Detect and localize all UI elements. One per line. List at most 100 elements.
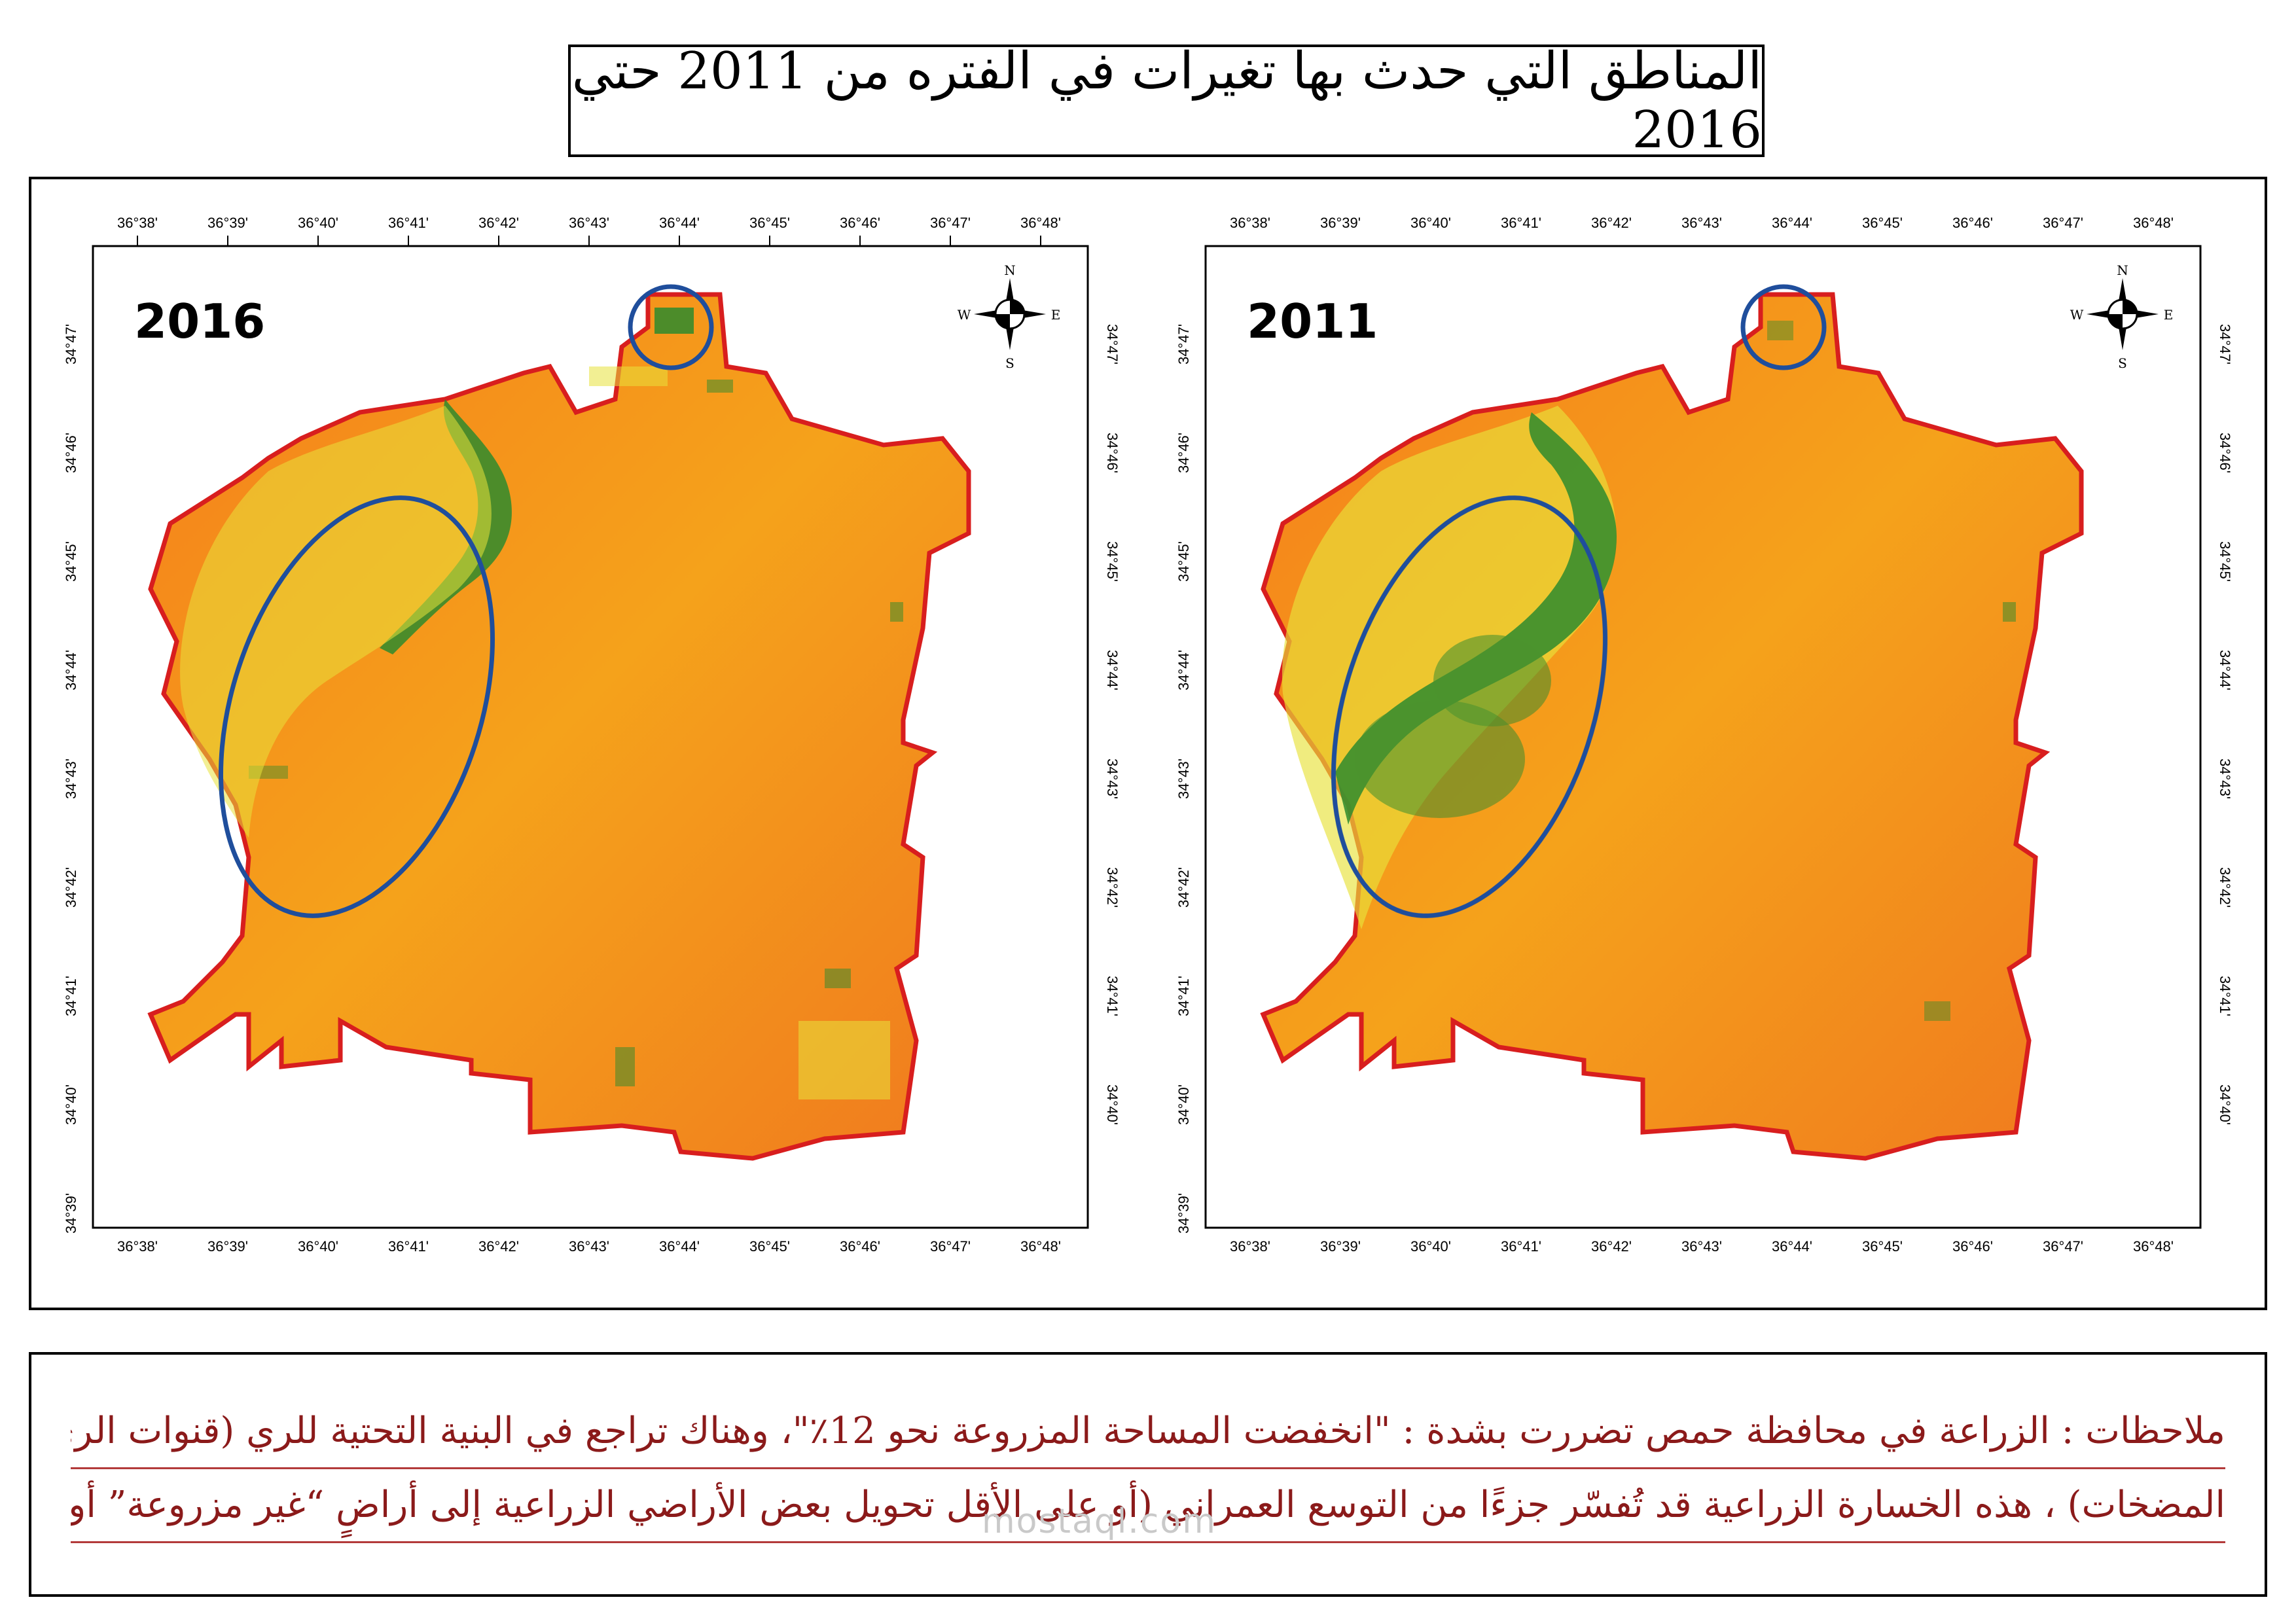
map-title: المناطق التي حدث بها تغيرات في الفتره من… [571, 42, 1762, 160]
lon-tick-bottom-9: 36°47' [2043, 1238, 2083, 1255]
lat-tick-right-0: 34°47' [2217, 324, 2233, 365]
notes-box: ملاحظات : الزراعة في محافظة حمص تضررت بش… [29, 1352, 2267, 1597]
lat-tick-left-3: 34°44' [63, 650, 79, 690]
lon-tick-top-9: 36°47' [2043, 215, 2083, 231]
lat-tick-right-0: 34°47' [1104, 324, 1121, 365]
north-label: N [1004, 262, 1016, 278]
maps-frame [29, 177, 2267, 1310]
lon-tick-bottom-0: 36°38' [117, 1238, 158, 1255]
map-panel-2011: 36°38' 36°39' 36°40' 36°41' 36°42' 36°43… [1165, 196, 2251, 1270]
lon-tick-top-0: 36°38' [117, 215, 158, 231]
lon-tick-top-10: 36°48' [1020, 215, 1061, 231]
lon-tick-top-4: 36°42' [1591, 215, 1632, 231]
lon-tick-bottom-6: 36°44' [1772, 1238, 1812, 1255]
lat-tick-left-5: 34°42' [1175, 867, 1192, 908]
lon-tick-top-0: 36°38' [1230, 215, 1270, 231]
lat-tick-left-2: 34°45' [63, 541, 79, 582]
notes-line-1: ملاحظات : الزراعة في محافظة حمص تضررت بش… [71, 1395, 2225, 1469]
lon-tick-bottom-7: 36°45' [1862, 1238, 1903, 1255]
lon-tick-bottom-8: 36°46' [1952, 1238, 1993, 1255]
lon-tick-bottom-7: 36°45' [749, 1238, 790, 1255]
year-label-2011: 2011 [1247, 294, 1378, 349]
lon-tick-bottom-5: 36°43' [569, 1238, 609, 1255]
lat-tick-left-2: 34°45' [1175, 541, 1192, 582]
lon-tick-bottom-0: 36°38' [1230, 1238, 1270, 1255]
lat-tick-left-4: 34°43' [63, 758, 79, 799]
lon-tick-bottom-6: 36°44' [659, 1238, 700, 1255]
lon-tick-top-1: 36°39' [207, 215, 248, 231]
lat-tick-left-1: 34°46' [1175, 433, 1192, 473]
lat-tick-left-7: 34°40' [1175, 1084, 1192, 1125]
lat-tick-right-6: 34°41' [2217, 976, 2233, 1016]
lon-tick-bottom-4: 36°42' [1591, 1238, 1632, 1255]
lat-tick-right-3: 34°44' [2217, 650, 2233, 690]
east-label: E [1051, 307, 1061, 323]
lon-tick-top-3: 36°41' [1501, 215, 1541, 231]
lat-tick-right-5: 34°42' [1104, 867, 1121, 908]
lat-tick-left-6: 34°41' [1175, 976, 1192, 1016]
lon-tick-marks-top [137, 236, 1041, 246]
lon-tick-top-2: 36°40' [298, 215, 338, 231]
south-label: S [1005, 355, 1014, 371]
lon-tick-bottom-10: 36°48' [1020, 1238, 1061, 1255]
notes-line-2: المضخات) ، هذه الخسارة الزراعية قد تُفسّ… [71, 1469, 2225, 1543]
lon-tick-bottom-10: 36°48' [2133, 1238, 2174, 1255]
year-label-2016: 2016 [134, 294, 265, 349]
north-arrow-icon: N S E W [2070, 262, 2174, 371]
lat-tick-left-7: 34°40' [63, 1084, 79, 1125]
west-label: W [2070, 307, 2084, 323]
lat-tick-left-4: 34°43' [1175, 758, 1192, 799]
lon-tick-top-2: 36°40' [1410, 215, 1451, 231]
lon-tick-bottom-4: 36°42' [478, 1238, 519, 1255]
lat-tick-left-0: 34°47' [1175, 324, 1192, 365]
lat-tick-left-0: 34°47' [63, 324, 79, 365]
lon-tick-top-4: 36°42' [478, 215, 519, 231]
east-label: E [2164, 307, 2174, 323]
lat-tick-right-1: 34°46' [1104, 433, 1121, 473]
lon-tick-bottom-2: 36°40' [298, 1238, 338, 1255]
lon-tick-top-7: 36°45' [1862, 215, 1903, 231]
lon-tick-top-6: 36°44' [1772, 215, 1812, 231]
change-highlight-north [1740, 284, 1827, 370]
lat-tick-right-7: 34°40' [2217, 1084, 2233, 1125]
lat-tick-right-4: 34°43' [2217, 758, 2233, 799]
lat-tick-right-2: 34°45' [1104, 541, 1121, 582]
lat-tick-left-1: 34°46' [63, 433, 79, 473]
lon-tick-bottom-5: 36°43' [1681, 1238, 1722, 1255]
lon-tick-bottom-9: 36°47' [930, 1238, 971, 1255]
vegetation-patches [1335, 321, 2016, 1021]
lon-tick-bottom-2: 36°40' [1410, 1238, 1451, 1255]
lon-tick-top-7: 36°45' [749, 215, 790, 231]
lon-tick-top-8: 36°46' [840, 215, 880, 231]
lon-tick-bottom-1: 36°39' [207, 1238, 248, 1255]
lon-tick-top-6: 36°44' [659, 215, 700, 231]
change-highlight-north [628, 284, 714, 370]
map-panel-2016: 36°38' 36°39' 36°40' 36°41' 36°42' 36°43… [52, 196, 1139, 1270]
lat-tick-left-6: 34°41' [63, 976, 79, 1016]
north-arrow-icon: N S E W [958, 262, 1061, 371]
lat-tick-right-4: 34°43' [1104, 758, 1121, 799]
watermark: mostaql.com [982, 1502, 1217, 1541]
west-label: W [958, 307, 971, 323]
lat-tick-right-1: 34°46' [2217, 433, 2233, 473]
lat-tick-left-3: 34°44' [1175, 650, 1192, 690]
lat-tick-right-5: 34°42' [2217, 867, 2233, 908]
north-label: N [2117, 262, 2128, 278]
lon-tick-top-8: 36°46' [1952, 215, 1993, 231]
lat-tick-right-6: 34°41' [1104, 976, 1121, 1016]
notes-text: ملاحظات : الزراعة في محافظة حمص تضررت بش… [71, 1395, 2225, 1543]
lon-tick-bottom-8: 36°46' [840, 1238, 880, 1255]
lon-tick-bottom-3: 36°41' [1501, 1238, 1541, 1255]
south-label: S [2118, 355, 2127, 371]
lat-tick-right-3: 34°44' [1104, 650, 1121, 690]
map-2011: 36°38' 36°39' 36°40' 36°41' 36°42' 36°43… [1175, 215, 2233, 1255]
change-highlight-west [219, 495, 495, 918]
lon-tick-top-10: 36°48' [2133, 215, 2174, 231]
lon-tick-top-1: 36°39' [1320, 215, 1361, 231]
title-box: المناطق التي حدث بها تغيرات في الفتره من… [568, 42, 1765, 160]
lat-tick-left-5: 34°42' [63, 867, 79, 908]
map-2016: 36°38' 36°39' 36°40' 36°41' 36°42' 36°43… [63, 215, 1121, 1255]
lat-tick-right-7: 34°40' [1104, 1084, 1121, 1125]
lon-tick-top-9: 36°47' [930, 215, 971, 231]
lon-tick-bottom-1: 36°39' [1320, 1238, 1361, 1255]
